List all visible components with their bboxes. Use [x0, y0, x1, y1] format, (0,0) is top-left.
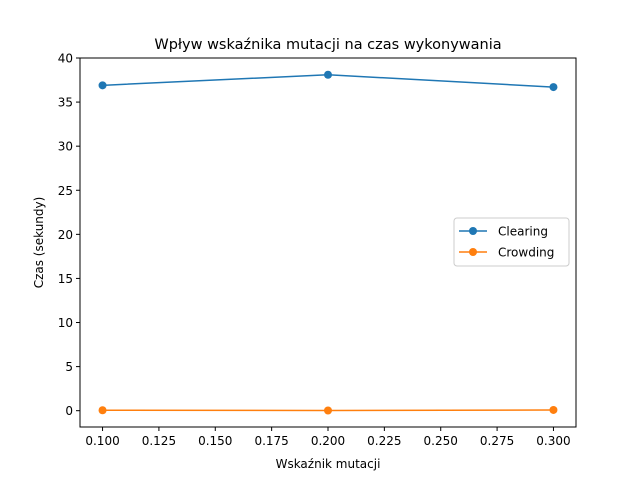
chart-title: Wpływ wskaźnika mutacji na czas wykonywa… — [154, 37, 501, 53]
x-tick-label: 0.175 — [254, 434, 288, 448]
legend-box — [453, 217, 570, 267]
y-tick-label: 25 — [58, 184, 73, 198]
legend-label-crowding: Crowding — [498, 246, 554, 260]
x-tick-label: 0.300 — [536, 434, 570, 448]
legend: Clearing Crowding — [453, 217, 570, 267]
legend-label-clearing: Clearing — [498, 225, 548, 239]
data-point-crowding — [549, 405, 558, 414]
legend-marker-crowding — [469, 248, 477, 256]
legend-marker-clearing — [469, 227, 477, 235]
plot-area — [98, 70, 558, 415]
x-tick-label: 0.275 — [480, 434, 514, 448]
x-tick-label: 0.200 — [311, 434, 345, 448]
y-tick-label: 20 — [58, 228, 73, 242]
x-tick-label: 0.150 — [198, 434, 232, 448]
y-tick-label: 30 — [58, 140, 73, 154]
y-tick-label: 15 — [58, 272, 73, 286]
y-axis-label: Czas (sekundy) — [32, 197, 46, 289]
data-point-clearing — [549, 83, 558, 92]
x-tick-label: 0.225 — [367, 434, 401, 448]
data-point-clearing — [324, 70, 332, 79]
y-tick-label: 0 — [65, 404, 73, 418]
x-axis-label: Wskaźnik mutacji — [276, 457, 381, 471]
y-tick-label: 5 — [65, 360, 73, 374]
x-tick-label: 0.125 — [142, 434, 176, 448]
data-point-clearing — [98, 81, 107, 90]
x-axis-ticks: 0.100 0.125 0.150 0.175 0.200 0.225 0.250 0.275… — [85, 427, 571, 448]
data-point-crowding — [324, 406, 332, 415]
x-tick-label: 0.250 — [424, 434, 458, 448]
y-tick-label: 10 — [58, 316, 73, 330]
y-tick-label: 40 — [58, 52, 73, 66]
x-tick-label: 0.100 — [85, 434, 119, 448]
y-axis-ticks: 0 5 10 15 20 25 30 35 40 — [58, 52, 80, 418]
y-tick-label: 35 — [58, 96, 73, 110]
data-point-crowding — [98, 406, 107, 415]
